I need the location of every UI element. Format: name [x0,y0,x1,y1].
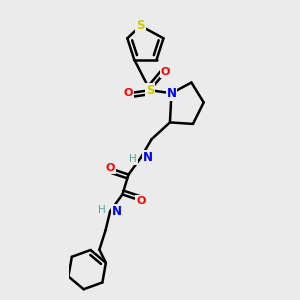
Text: N: N [112,205,122,218]
Text: O: O [105,164,115,173]
Text: S: S [146,84,154,97]
Text: H: H [129,154,137,164]
Text: O: O [124,88,133,98]
Text: N: N [167,87,176,100]
Text: S: S [136,19,145,32]
Text: O: O [160,67,170,77]
Text: O: O [136,196,146,206]
Text: N: N [143,151,153,164]
Text: H: H [98,205,105,215]
